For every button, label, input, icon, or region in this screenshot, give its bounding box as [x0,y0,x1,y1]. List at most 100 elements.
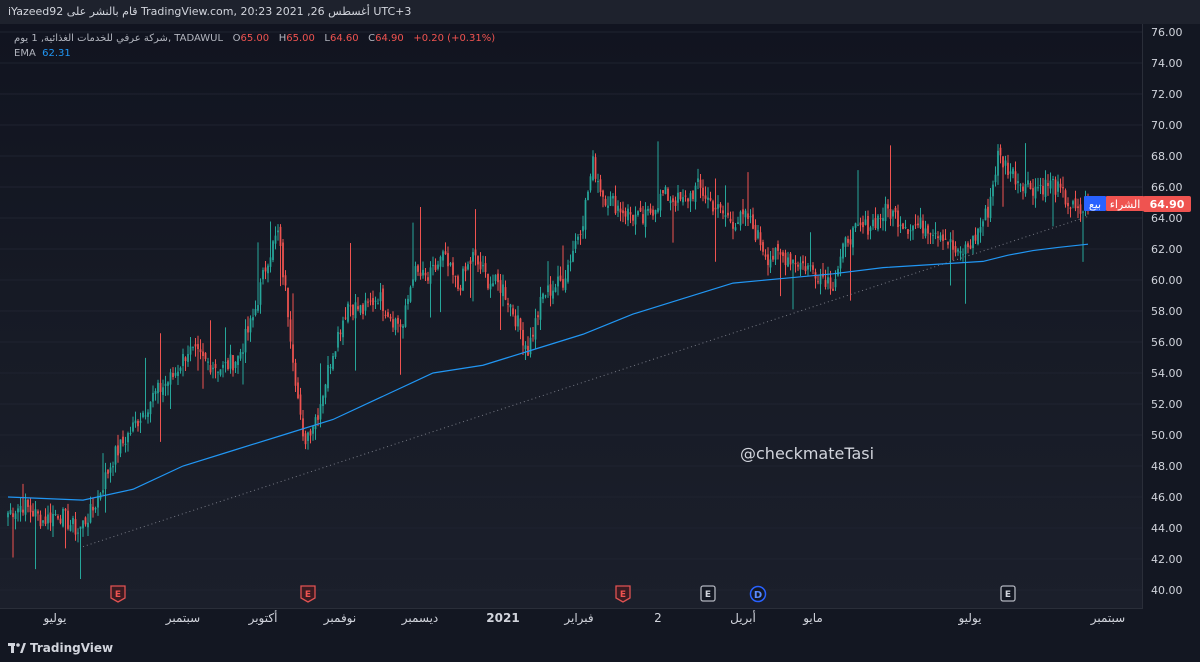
candle [72,515,74,533]
time-tick-label: ديسمبر [401,611,439,626]
candle [984,205,987,221]
candle-body [884,203,887,222]
candle [1027,171,1029,188]
buy-tag[interactable]: الشراء [1106,196,1144,212]
candle-body [857,224,859,226]
candle [219,369,222,377]
time-axis[interactable] [0,608,1143,633]
candle [259,278,262,314]
candle-body [74,519,77,535]
candle-body [464,266,467,272]
price-axis[interactable] [1143,24,1200,608]
chart-pane[interactable] [0,24,1143,608]
candle [1057,174,1059,197]
candle-body [419,272,422,277]
candle-body [542,293,544,299]
candle-body [764,254,767,257]
symbol-legend-row[interactable]: شركة عرفي للخدمات الغذائية, 1 يوم, TADAW… [14,31,495,46]
candle [329,364,332,375]
price-tick-label: 42.00 [1151,553,1183,566]
candle-body [579,233,582,235]
candle [502,274,504,307]
sell-tag[interactable]: بيع [1084,196,1106,212]
candle-body [34,509,37,517]
candle [119,439,122,458]
candle-body [262,270,264,280]
candle [904,219,907,230]
candle-body [402,325,404,328]
candle-body [62,508,64,527]
candle [362,303,364,320]
candle-body [612,195,614,199]
candle-body [482,265,484,267]
candle-body [364,300,367,311]
candle [754,219,757,243]
ema-legend-row[interactable]: EMA 62.31 [14,46,495,61]
candle-body [1047,183,1049,186]
candle-body [184,357,187,361]
dividend-marker[interactable]: D [749,585,767,603]
candle [42,520,44,527]
candle-body [149,401,152,415]
candle [454,275,457,288]
candle-body [909,230,912,232]
candle [274,226,277,250]
candle [319,363,322,428]
candle-body [1009,171,1012,174]
candle [887,199,889,218]
candle-body [114,446,117,465]
candle [732,211,734,240]
candle [532,327,534,342]
candle [12,507,14,558]
candle-body [344,317,347,319]
earnings-marker[interactable]: E [1000,585,1016,602]
candle [522,322,524,355]
candle-body [217,371,219,373]
candle [52,505,54,538]
symbol-title: شركة عرفي للخدمات الغذائية, 1 يوم, TADAW… [14,33,224,44]
candle [462,266,464,291]
candle-body [1012,168,1014,175]
candle-body [444,251,447,255]
candle-body [247,326,249,333]
candle-body [394,318,397,330]
candle [392,311,394,332]
candle-body [759,232,762,246]
candle [337,326,339,352]
candle [734,222,737,232]
candle-body [239,352,242,359]
candle-body [197,344,199,350]
candle-body [574,241,577,249]
price-tick-label: 64.00 [1151,212,1183,225]
candle-body [844,237,847,247]
candle-body [87,522,89,528]
candle-body [879,218,882,220]
support-trendline [82,215,1089,548]
earnings-marker[interactable]: E [615,585,631,603]
candle [867,210,869,240]
candle-body [172,372,174,378]
candle [279,224,282,287]
candle-body [497,273,499,283]
candle [862,215,864,234]
candle [382,284,384,322]
candle-body [152,392,154,402]
earnings-marker[interactable]: E [700,585,716,602]
candle [299,387,302,420]
candle [514,309,517,331]
candle-body [1074,198,1077,209]
candle-body [604,198,607,206]
earnings-marker[interactable]: E [300,585,316,603]
candle [169,368,172,410]
candle-body [234,361,237,368]
candle-body [237,355,239,365]
candle-body [109,467,112,473]
candle-body [512,308,514,315]
candle-body [1034,186,1037,199]
candle-body [472,252,474,262]
earnings-marker[interactable]: E [110,585,126,603]
candle-body [662,190,664,194]
candle [612,193,614,207]
candle [74,511,77,541]
candle-body [749,216,752,218]
